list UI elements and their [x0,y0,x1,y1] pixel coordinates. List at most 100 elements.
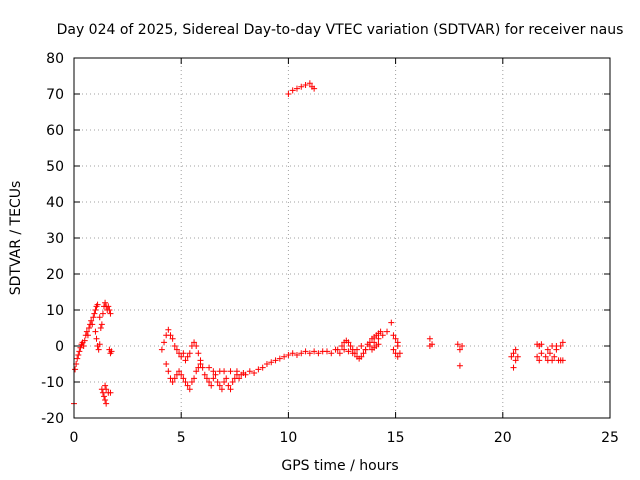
data-point [171,375,178,382]
data-point [510,364,517,371]
data-point [298,83,305,90]
data-point [251,370,258,376]
data-point [221,368,228,375]
data-point [384,328,391,335]
data-point [347,343,354,349]
data-point [323,348,330,355]
data-point [74,355,81,362]
data-point [328,350,335,357]
data-point [255,366,262,373]
data-point [93,335,100,342]
x-tick-label: 10 [279,430,297,446]
data-point [206,364,213,371]
data-point [103,386,110,393]
data-point [390,332,397,339]
y-tick-label: 40 [46,195,64,211]
data-point [512,346,519,353]
data-point [242,371,249,378]
data-point [107,389,114,396]
data-point [218,386,225,393]
data-point [538,341,545,348]
data-point [377,328,384,335]
data-point [203,375,210,382]
data-point [306,350,313,357]
data-point [96,314,103,321]
data-point [263,361,270,367]
x-tick-label: 20 [494,430,512,446]
data-point [197,361,204,367]
data-point [171,343,178,349]
data-point [345,339,352,346]
x-tick-label: 0 [70,430,79,446]
data-point [225,382,232,389]
data-point [394,343,401,349]
data-point [429,341,436,348]
data-point [336,350,343,357]
data-point [388,319,395,326]
data-point [456,362,463,369]
data-point [553,343,560,349]
data-point [195,364,202,371]
data-point [289,350,296,357]
data-point [169,335,176,342]
data-point [281,353,288,360]
data-point [394,353,401,360]
data-point [285,91,292,97]
data-point [80,343,87,349]
data-point [186,350,193,357]
data-point [508,353,515,360]
data-point [173,346,180,353]
data-point [103,400,110,407]
data-point [392,335,399,342]
data-point [99,310,106,317]
x-tick-label: 15 [387,430,405,446]
data-points [71,80,566,407]
data-point [551,353,558,360]
data-point [184,382,191,389]
data-point [459,343,466,349]
data-point [229,379,236,385]
data-point [161,339,168,346]
data-point [210,375,217,382]
data-point [236,375,243,382]
data-point [362,346,369,353]
data-point [233,368,240,375]
data-point [165,368,172,375]
data-point [302,348,309,355]
y-axis-label: SDTVAR / TECUs [8,181,24,296]
data-point [358,353,365,360]
data-point [97,325,104,331]
data-point [158,346,165,353]
data-point [536,357,543,364]
data-point [514,353,521,360]
data-point [76,348,83,355]
data-point [216,382,223,389]
data-point [102,299,109,306]
data-point [182,379,189,385]
data-point [86,325,93,331]
data-point [542,353,549,360]
data-point [557,357,564,364]
data-point [315,350,322,357]
data-point [77,344,84,351]
data-point [375,335,382,342]
data-point [379,332,386,339]
data-point [289,87,296,94]
y-tick-label: 0 [55,339,64,355]
y-tick-label: -10 [41,375,64,391]
data-point [298,350,305,357]
data-point [210,368,217,375]
data-point [188,379,195,385]
data-point [212,371,219,378]
data-point [105,303,112,310]
data-point [358,343,365,349]
data-point [108,348,115,355]
data-point [349,346,356,353]
data-point [176,368,183,375]
data-point [345,348,352,355]
data-point [81,337,88,344]
data-point [293,352,300,358]
data-point [180,375,187,382]
